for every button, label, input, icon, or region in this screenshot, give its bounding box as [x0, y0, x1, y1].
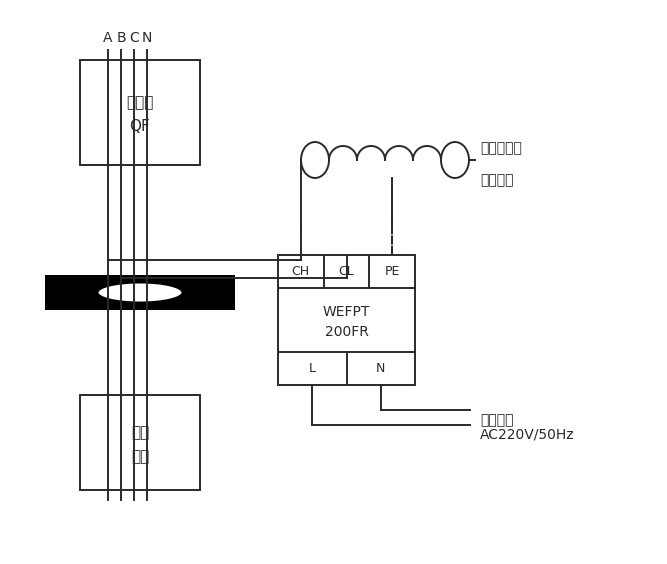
Ellipse shape: [441, 142, 469, 178]
Text: 监控主机: 监控主机: [480, 173, 514, 187]
Text: 用电: 用电: [131, 425, 149, 440]
Text: 断路器: 断路器: [126, 95, 153, 110]
Text: 工作电源: 工作电源: [480, 413, 514, 427]
Text: L: L: [309, 362, 315, 375]
Bar: [80, 60, 200, 165]
Text: 设备: 设备: [131, 449, 149, 464]
Bar: [80, 395, 200, 490]
Bar: [278, 255, 415, 385]
Ellipse shape: [97, 283, 183, 302]
Text: N: N: [376, 362, 386, 375]
Bar: [45, 275, 235, 310]
Text: CL: CL: [339, 265, 354, 278]
Text: WEFPT: WEFPT: [323, 305, 370, 319]
Text: 200FR: 200FR: [325, 325, 368, 339]
Text: QF: QF: [129, 119, 150, 134]
Ellipse shape: [301, 142, 329, 178]
Text: N: N: [142, 31, 152, 45]
Text: PE: PE: [384, 265, 400, 278]
Text: AC220V/50Hz: AC220V/50Hz: [480, 428, 575, 442]
Text: CH: CH: [291, 265, 310, 278]
Text: A: A: [103, 31, 113, 45]
Text: 至电气火灾: 至电气火灾: [480, 141, 522, 155]
Text: B: B: [116, 31, 126, 45]
Text: C: C: [129, 31, 139, 45]
